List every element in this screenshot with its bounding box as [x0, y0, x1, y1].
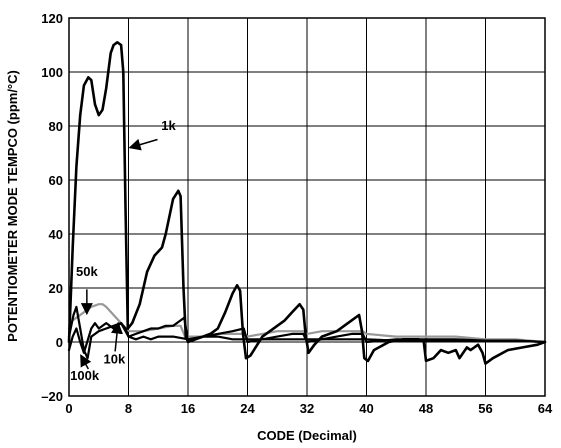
y-tick-label: 0 — [56, 335, 63, 350]
plot-frame — [68, 17, 546, 397]
y-tick-labels: –20 0 20 40 60 80 100 120 — [41, 11, 63, 404]
x-tick-label: 48 — [419, 401, 433, 416]
annotation-arrow — [128, 138, 158, 151]
x-tick-label: 64 — [538, 401, 553, 416]
y-tick-label: –20 — [41, 389, 63, 404]
annotation-label-1k: 1k — [161, 118, 176, 133]
x-tick-label: 0 — [65, 401, 72, 416]
series-line-1k — [67, 41, 547, 365]
x-tick-label: 24 — [240, 401, 255, 416]
annotation-arrow — [111, 321, 123, 352]
annotation-layer: 1k 50k 10k 100k — [70, 118, 176, 383]
x-tick-label: 32 — [300, 401, 314, 416]
series-layer — [67, 41, 547, 365]
y-tick-label: 20 — [49, 281, 63, 296]
y-axis-title: POTENTIOMETER MODE TEMPCO (ppm/°C) — [5, 70, 20, 342]
x-tick-labels: 0 8 16 24 32 40 48 56 64 — [65, 401, 553, 416]
x-tick-label: 40 — [359, 401, 373, 416]
x-tick-label: 8 — [125, 401, 132, 416]
annotation-arrow — [80, 354, 92, 370]
annotation-label-100k: 100k — [70, 368, 100, 383]
x-axis-title: CODE (Decimal) — [257, 428, 357, 443]
annotation-label-10k: 10k — [104, 352, 126, 367]
x-tick-label: 56 — [478, 401, 492, 416]
series-line-50k — [67, 303, 547, 344]
y-tick-label: 40 — [49, 227, 63, 242]
y-tick-label: 60 — [49, 173, 63, 188]
y-tick-label: 120 — [41, 11, 63, 26]
x-tick-label: 16 — [181, 401, 195, 416]
y-tick-label: 100 — [41, 65, 63, 80]
annotation-label-50k: 50k — [76, 264, 98, 279]
y-tick-label: 80 — [49, 119, 63, 134]
